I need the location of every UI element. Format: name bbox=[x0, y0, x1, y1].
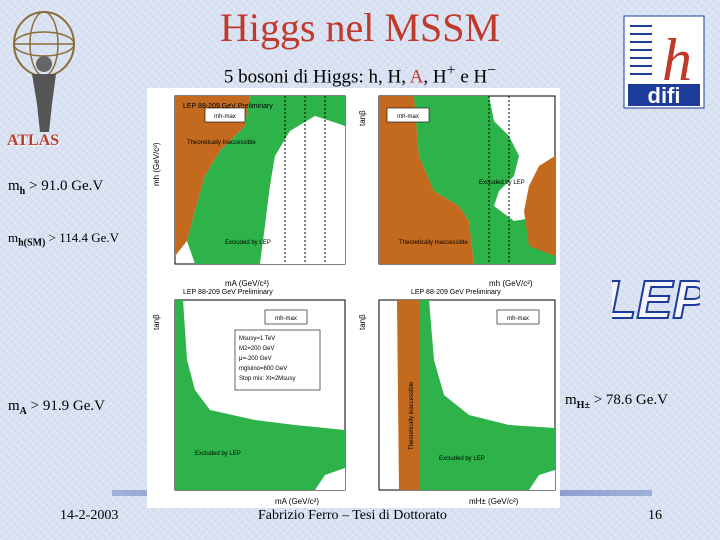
difi-text: difi bbox=[648, 83, 681, 108]
slide-subtitle: 5 bosoni di Higgs: h, H, A, H+ e H− bbox=[0, 62, 720, 88]
bl-header: LEP 88-209 GeV Preliminary bbox=[183, 289, 273, 296]
bl-ylabel: tanβ bbox=[152, 314, 161, 330]
plot-top-right: mh-max Excluded by LEP Theoretically Ina… bbox=[358, 95, 556, 288]
bl-param-5: Stop mix: Xt=2Msusy bbox=[239, 376, 296, 382]
tr-ylabel: tanβ bbox=[358, 110, 367, 126]
tl-inaccessible: Theoretically Inaccessible bbox=[187, 140, 256, 146]
tl-xlabel: mA (GeV/c²) bbox=[225, 279, 269, 288]
lep-text: LEP bbox=[612, 270, 700, 330]
bl-param-3: μ=-200 GeV bbox=[239, 356, 272, 362]
atlas-label: ATLAS bbox=[7, 132, 60, 149]
bl-legend: mh-max bbox=[275, 316, 297, 322]
subtitle-highlight: A bbox=[409, 66, 424, 88]
tr-legend: mh-max bbox=[397, 114, 419, 120]
subtitle-sup-plus: + bbox=[446, 62, 456, 79]
plot-top-left: mh-max LEP 88-209 GeV Preliminary Theore… bbox=[152, 95, 346, 288]
tl-header: LEP 88-209 GeV Preliminary bbox=[183, 103, 273, 110]
bl-xlabel: mA (GeV/c²) bbox=[275, 497, 319, 506]
plot-bottom-left: Msusy=1 TeV M2=200 GeV μ=-200 GeV mgluin… bbox=[152, 289, 346, 506]
subtitle-suffix: , H bbox=[423, 66, 447, 88]
tl-ylabel: mh (GeV/c²) bbox=[152, 142, 161, 186]
difi-logo: h difi bbox=[623, 15, 705, 109]
footer-date: 14-2-2003 bbox=[60, 508, 119, 523]
slide-title: Higgs nel MSSM bbox=[219, 5, 501, 50]
br-excluded: Excluded by LEP bbox=[439, 456, 485, 462]
limit-mh-sm: mh(SM) > 114.4 Ge.V bbox=[8, 230, 120, 249]
subtitle-sup-minus: − bbox=[487, 62, 497, 79]
br-ylabel: tanβ bbox=[358, 314, 367, 330]
tl-excluded: Excluded by LEP bbox=[225, 240, 271, 246]
tl-legend: mh-max bbox=[214, 114, 236, 120]
bl-param-2: M2=200 GeV bbox=[239, 346, 275, 352]
br-legend: mh-max bbox=[507, 316, 529, 322]
tr-xlabel: mh (GeV/c²) bbox=[489, 279, 533, 288]
plot-bottom-right: mh-max LEP 88-209 GeV Preliminary Exclud… bbox=[358, 289, 556, 506]
bl-excluded: Excluded by LEP bbox=[195, 451, 241, 457]
tr-excluded: Excluded by LEP bbox=[479, 180, 525, 186]
exclusion-plots: mh-max LEP 88-209 GeV Preliminary Theore… bbox=[147, 88, 560, 508]
footer-page-number: 16 bbox=[648, 508, 662, 523]
bl-param-4: mgluino=800 GeV bbox=[239, 366, 287, 372]
difi-h-letter: h bbox=[662, 27, 692, 93]
atlas-logo bbox=[13, 11, 75, 132]
footer-author: Fabrizio Ferro – Tesi di Dottorato bbox=[258, 508, 447, 523]
limit-mh: mh > 91.0 Ge.V bbox=[8, 178, 104, 197]
lep-logo: LEP bbox=[612, 269, 700, 330]
br-header: LEP 88-209 GeV Preliminary bbox=[411, 289, 501, 296]
limit-mh-charged: mH± > 78.6 Ge.V bbox=[565, 392, 668, 411]
br-xlabel: mH± (GeV/c²) bbox=[469, 497, 519, 506]
subtitle-prefix: 5 bosoni di Higgs: h, H, bbox=[223, 66, 410, 88]
limit-ma: mA > 91.9 Ge.V bbox=[8, 398, 105, 417]
br-inaccessible: Theoretically inaccessible bbox=[409, 381, 415, 450]
bl-param-1: Msusy=1 TeV bbox=[239, 336, 275, 342]
tr-inaccessible: Theoretically Inaccessible bbox=[399, 240, 468, 246]
subtitle-mid: e H bbox=[455, 66, 488, 88]
